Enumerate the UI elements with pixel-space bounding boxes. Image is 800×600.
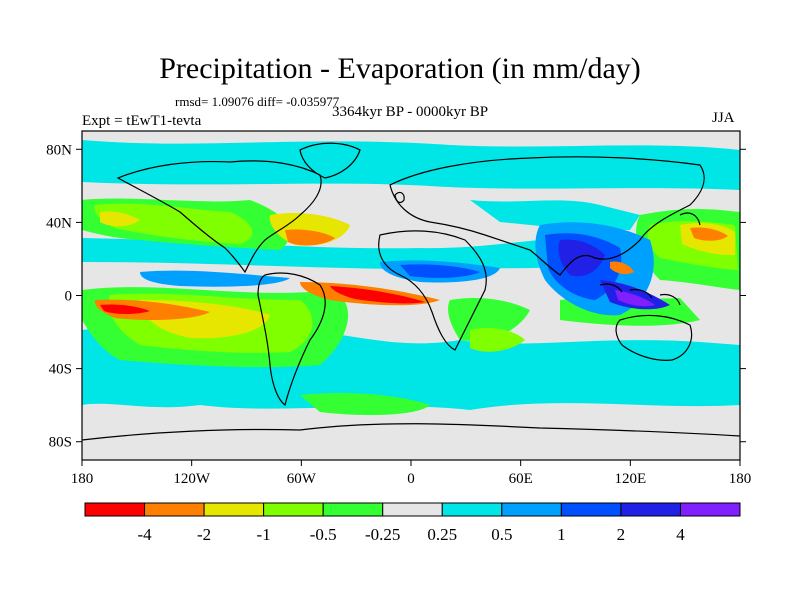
- colorbar-label: 4: [676, 525, 685, 544]
- field-region: [690, 227, 728, 241]
- lat-label: 0: [65, 289, 73, 305]
- colorbar-label: -0.25: [365, 525, 400, 544]
- coastline-japan: [679, 212, 701, 226]
- lat-label: 40N: [46, 215, 72, 231]
- latitude-axis: 80N 40N 0 40S 80S: [46, 142, 746, 451]
- field-region: [558, 239, 605, 277]
- plot-title: Precipitation - Evaporation (in mm/day): [159, 52, 641, 85]
- coastlines: [82, 142, 740, 441]
- lat-label: 80N: [46, 142, 72, 158]
- colorbar-swatch: [322, 502, 384, 517]
- field-region: [300, 393, 430, 416]
- colorbar-label: 0.5: [491, 525, 512, 544]
- colorbar-label: -4: [137, 525, 152, 544]
- field-region: [448, 298, 530, 341]
- field-region: [94, 203, 253, 244]
- coastline-greenland: [299, 142, 361, 179]
- field-region: [610, 261, 634, 275]
- field-region: [94, 299, 210, 320]
- colorbar-swatch: [203, 502, 265, 517]
- coastline-africa: [378, 230, 487, 351]
- coastline-antarctica: [82, 423, 740, 441]
- lat-label: 80S: [49, 435, 72, 451]
- colorbar-swatch: [263, 502, 324, 517]
- field-region: [330, 286, 425, 304]
- coastline-uk: [394, 191, 405, 204]
- colorbar-label: 1: [557, 525, 566, 544]
- lon-label: 120E: [614, 471, 646, 487]
- field-region: [100, 211, 140, 227]
- colorbar-label: -1: [257, 525, 271, 544]
- colorbar: -4 -2 -1 -0.5 -0.25 0.25 0.5 1 2 4: [84, 502, 741, 544]
- longitude-axis: 180 120W 60W 0 60E 120E 180: [71, 460, 752, 487]
- field-region: [82, 140, 740, 190]
- field-region: [400, 264, 480, 278]
- field-region: [285, 229, 335, 246]
- experiment-label: Expt = tEwT1-tevta: [82, 113, 202, 129]
- lon-label: 60W: [287, 471, 317, 487]
- coastline-south-america: [257, 272, 326, 407]
- lat-label: 40S: [49, 362, 72, 378]
- statistics-label: rmsd= 1.09076 diff= -0.035977: [175, 94, 340, 109]
- colorbar-swatch: [144, 502, 205, 517]
- colorbar-label: -0.5: [310, 525, 337, 544]
- lon-label: 120W: [173, 471, 211, 487]
- lon-label: 180: [71, 471, 94, 487]
- colorbar-swatch: [620, 502, 681, 517]
- lon-label: 60E: [509, 471, 533, 487]
- lon-label: 0: [407, 471, 415, 487]
- colorbar-swatch: [84, 502, 146, 517]
- lon-label: 180: [729, 471, 752, 487]
- field-region: [470, 200, 640, 230]
- coastline-indonesia: [599, 283, 681, 306]
- coastline-eurasia: [389, 156, 705, 276]
- colorbar-swatch: [560, 502, 622, 517]
- colorbar-swatch: [501, 502, 562, 517]
- coastline-north-america: [116, 160, 322, 274]
- coastline-australia: [615, 314, 693, 361]
- field-region: [100, 304, 150, 314]
- field-region: [615, 290, 655, 307]
- field-region: [470, 328, 525, 352]
- colorbar-label: 2: [617, 525, 626, 544]
- colorbar-label: 0.25: [427, 525, 457, 544]
- colorbar-swatch: [382, 502, 443, 517]
- colorbar-swatch: [441, 502, 503, 517]
- precip-evap-field: [82, 140, 740, 416]
- field-region: [140, 270, 290, 287]
- colorbar-swatch: [679, 502, 741, 517]
- season-label: JJA: [712, 110, 735, 126]
- colorbar-label: -2: [197, 525, 211, 544]
- period-label: 3364kyr BP - 0000kyr BP: [331, 104, 489, 120]
